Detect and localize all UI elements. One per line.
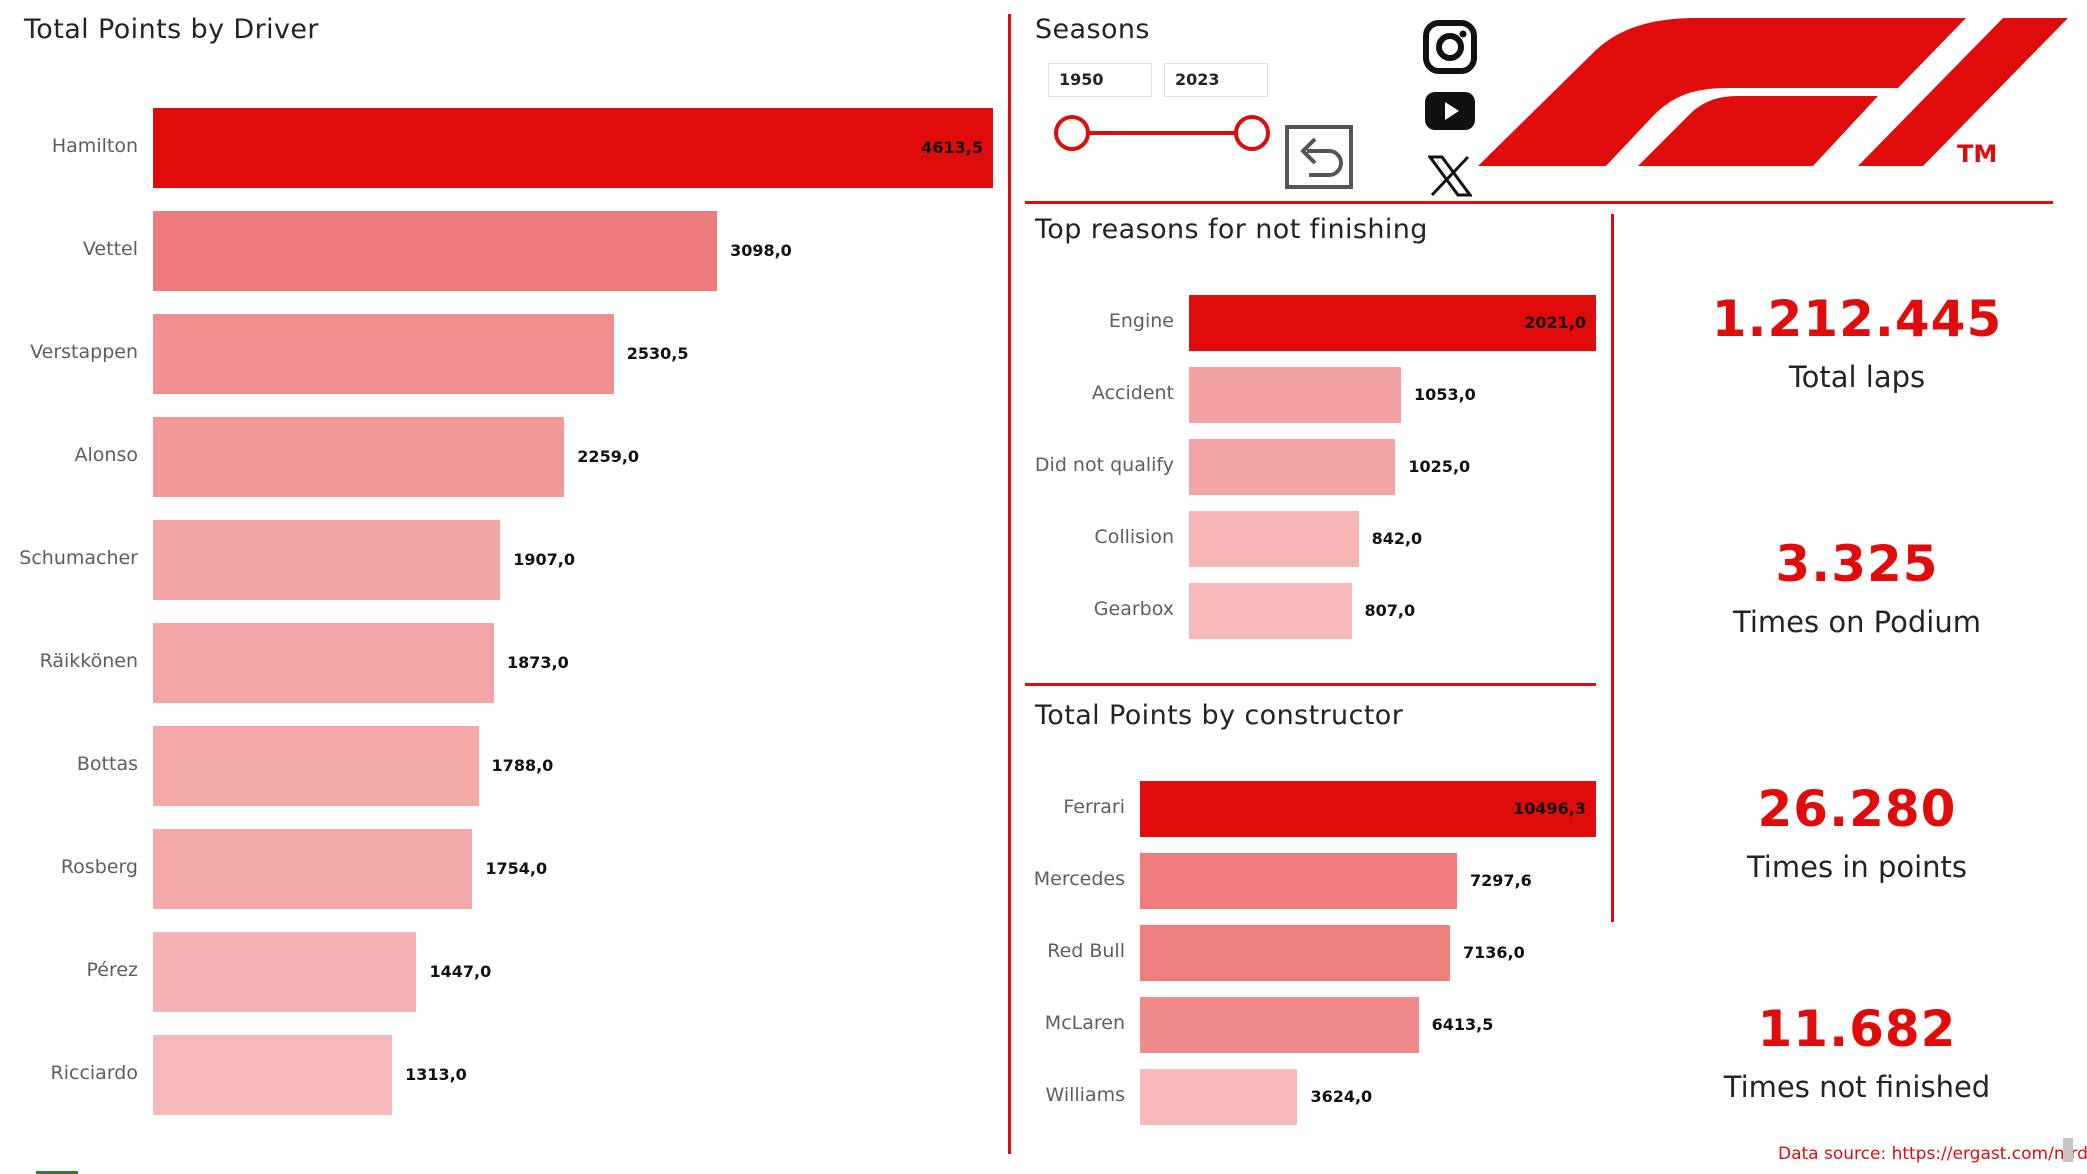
driver-bar[interactable] — [153, 726, 479, 806]
reason-bar[interactable] — [1189, 295, 1596, 351]
driver-value-label: 1447,0 — [429, 962, 492, 981]
kpi-total-laps-label: Total laps — [1788, 360, 1926, 394]
driver-value-label: 2259,0 — [577, 447, 640, 466]
reason-bar[interactable] — [1189, 439, 1396, 495]
reasons-chart-title: Top reasons for not finishing — [1035, 214, 1428, 245]
instagram-icon — [1423, 20, 1477, 74]
data-source-link[interactable]: Data source: https://ergast.com/mrd/ — [1778, 1144, 2087, 1164]
driver-bar[interactable] — [153, 520, 501, 600]
driver-category-label: Schumacher — [19, 547, 138, 569]
driver-category-label: Ricciardo — [50, 1062, 138, 1084]
f1-logo-icon — [1478, 18, 2068, 166]
driver-bar[interactable] — [153, 211, 718, 291]
driver-value-label: 4613,5 — [921, 138, 983, 157]
trademark-label: TM — [1957, 140, 1998, 168]
driver-bar[interactable] — [153, 623, 495, 703]
reason-value-label: 807,0 — [1364, 601, 1416, 620]
kpi-podium-label: Times on Podium — [1733, 605, 1981, 639]
kpi-points-label: Times in points — [1746, 850, 1968, 884]
seasons-title: Seasons — [1035, 14, 1150, 45]
driver-category-label: Bottas — [76, 753, 138, 775]
driver-value-label: 2530,5 — [626, 344, 689, 363]
driver-category-label: Hamilton — [51, 135, 138, 157]
driver-category-label: Rosberg — [60, 856, 138, 878]
x-icon — [1427, 155, 1473, 197]
constructor-value-label: 7297,6 — [1470, 871, 1532, 890]
constructor-category-label: Mercedes — [1033, 868, 1125, 890]
season-slider-end-handle[interactable] — [1234, 115, 1270, 151]
driver-category-label: Pérez — [86, 959, 138, 981]
instagram-button[interactable] — [1423, 20, 1477, 78]
driver-bar[interactable] — [153, 829, 473, 909]
driver-bar[interactable] — [153, 417, 565, 497]
kpi-podium-value: 3.325 — [1775, 535, 1939, 593]
reason-bar[interactable] — [1189, 583, 1352, 639]
kpi-total-laps-value: 1.212.445 — [1711, 290, 2003, 348]
header-divider — [1025, 201, 2053, 204]
driver-value-label: 1907,0 — [513, 550, 575, 569]
driver-bar[interactable] — [153, 314, 614, 394]
page-indicator — [36, 1171, 78, 1174]
youtube-button[interactable] — [1425, 92, 1475, 134]
constructor-category-label: McLaren — [1044, 1012, 1125, 1034]
scrollbar-thumb[interactable] — [2063, 1138, 2073, 1162]
reason-category-label: Gearbox — [1093, 598, 1174, 620]
reason-value-label: 2021,0 — [1524, 313, 1586, 332]
season-start-input[interactable]: 1950 — [1048, 63, 1152, 97]
kpi-divider-vertical — [1611, 214, 1614, 922]
constructor-bar[interactable] — [1140, 853, 1458, 909]
constructor-category-label: Williams — [1045, 1084, 1125, 1106]
reason-category-label: Did not qualify — [1034, 454, 1174, 476]
x-button[interactable] — [1427, 155, 1473, 201]
constructor-category-label: Red Bull — [1047, 940, 1125, 962]
kpi-points-value: 26.280 — [1757, 780, 1957, 838]
reason-category-label: Accident — [1091, 382, 1174, 404]
driver-category-label: Alonso — [74, 444, 138, 466]
driver-value-label: 1873,0 — [507, 653, 569, 672]
driver-bar[interactable] — [153, 932, 417, 1012]
constructors-chart-title: Total Points by constructor — [1035, 700, 1404, 731]
reset-arrow-icon — [1285, 125, 1353, 189]
kpi-not-finished-value: 11.682 — [1757, 1000, 1957, 1058]
driver-value-label: 1788,0 — [491, 756, 554, 775]
constructor-value-label: 7136,0 — [1463, 943, 1525, 962]
season-slider-track[interactable] — [1072, 131, 1252, 135]
driver-category-label: Vettel — [82, 238, 138, 260]
f1-logo — [1478, 16, 2068, 172]
driver-category-label: Räikkönen — [39, 650, 138, 672]
constructor-category-label: Ferrari — [1063, 796, 1125, 818]
youtube-icon — [1425, 92, 1475, 130]
driver-value-label: 1313,0 — [405, 1065, 467, 1084]
reason-bar[interactable] — [1189, 511, 1359, 567]
panel-divider-vertical — [1008, 14, 1011, 1154]
reason-category-label: Engine — [1108, 310, 1174, 332]
reason-value-label: 842,0 — [1371, 529, 1423, 548]
season-slider-start-handle[interactable] — [1054, 115, 1090, 151]
driver-value-label: 3098,0 — [730, 241, 792, 260]
driver-value-label: 1754,0 — [485, 859, 548, 878]
reason-bar[interactable] — [1189, 367, 1402, 423]
constructor-bar[interactable] — [1140, 1069, 1298, 1125]
reset-filters-button[interactable] — [1285, 125, 1355, 189]
reason-value-label: 1053,0 — [1414, 385, 1476, 404]
reason-category-label: Collision — [1094, 526, 1174, 548]
season-end-input[interactable]: 2023 — [1164, 63, 1268, 97]
constructor-value-label: 10496,3 — [1513, 799, 1586, 818]
driver-category-label: Verstappen — [30, 341, 138, 363]
constructor-bar[interactable] — [1140, 781, 1596, 837]
constructor-bar[interactable] — [1140, 925, 1450, 981]
constructor-value-label: 6413,5 — [1431, 1015, 1494, 1034]
constructor-bar[interactable] — [1140, 997, 1419, 1053]
kpi-not-finished-label: Times not finished — [1723, 1070, 1991, 1104]
driver-bar[interactable] — [153, 108, 993, 188]
reason-value-label: 1025,0 — [1408, 457, 1471, 476]
constructor-value-label: 3624,0 — [1310, 1087, 1373, 1106]
driver-bar[interactable] — [153, 1035, 393, 1115]
drivers-chart-title: Total Points by Driver — [24, 14, 319, 45]
middle-divider — [1025, 683, 1596, 686]
